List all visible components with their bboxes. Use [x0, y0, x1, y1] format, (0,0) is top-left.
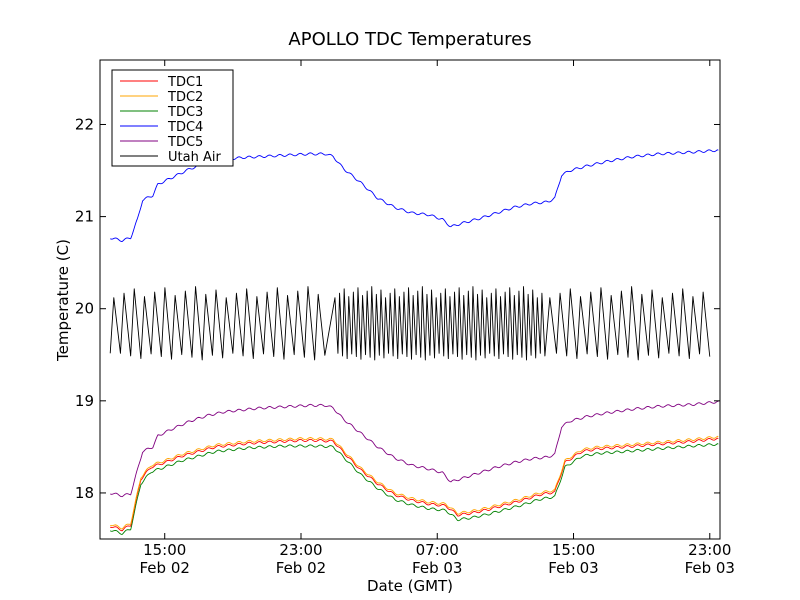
- y-tick-label: 21: [75, 208, 94, 226]
- legend-label-utah-air: Utah Air: [168, 150, 221, 165]
- plot-frame: [99, 59, 721, 540]
- x-tick-label-date: Feb 02: [140, 559, 190, 577]
- legend-label-tdc1: TDC1: [167, 75, 203, 90]
- legend-box: [111, 69, 234, 167]
- legend-label-tdc3: TDC3: [167, 105, 203, 120]
- x-tick-label-time: 15:00: [552, 541, 595, 559]
- series-line-tdc3: [110, 443, 719, 535]
- x-tick-label-time: 15:00: [143, 541, 186, 559]
- x-tick-label-date: Feb 03: [412, 559, 462, 577]
- y-tick-label: 18: [75, 484, 94, 502]
- y-tick-label: 22: [75, 115, 94, 133]
- legend-label-tdc5: TDC5: [167, 135, 203, 150]
- y-axis-label: Temperature (C): [54, 239, 72, 362]
- legend-label-tdc2: TDC2: [167, 90, 203, 105]
- x-tick-label-time: 23:00: [688, 541, 731, 559]
- x-axis-label: Date (GMT): [367, 577, 453, 595]
- legend-label-tdc4: TDC4: [167, 120, 203, 135]
- y-tick-label: 19: [75, 392, 94, 410]
- x-tick-label-date: Feb 03: [548, 559, 598, 577]
- x-tick-label-date: Feb 02: [276, 559, 326, 577]
- series-line-tdc2: [110, 435, 719, 530]
- y-tick-label: 20: [75, 300, 94, 318]
- x-tick-label-time: 23:00: [279, 541, 322, 559]
- x-tick-label-date: Feb 03: [685, 559, 735, 577]
- series-line-utah-air: [109, 286, 711, 361]
- x-tick-label-time: 07:00: [416, 541, 459, 559]
- series-line-tdc5: [110, 400, 719, 498]
- chart-title: APOLLO TDC Temperatures: [288, 29, 531, 50]
- series-line-tdc1: [110, 437, 719, 532]
